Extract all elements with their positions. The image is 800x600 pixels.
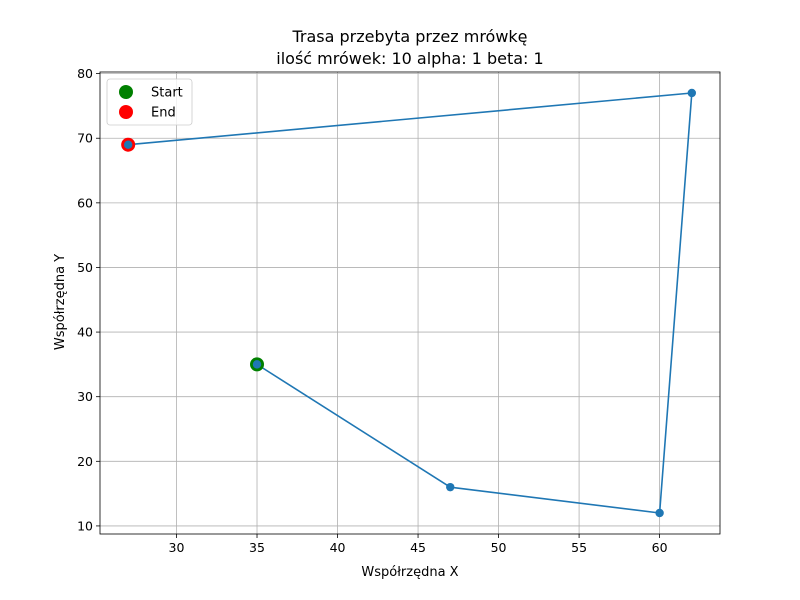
route-point: [252, 360, 262, 369]
y-tick-label: 10: [77, 518, 93, 533]
legend-end-marker: [119, 105, 133, 119]
legend-end-label: End: [151, 106, 176, 121]
x-tick-label: 60: [652, 540, 668, 555]
chart-title-line-2: ilość mrówek: 10 alpha: 1 beta: 1: [276, 49, 543, 68]
route-point: [446, 482, 455, 492]
x-tick-label: 35: [249, 540, 265, 555]
legend-start-label: Start: [151, 86, 183, 101]
y-tick-label: 60: [77, 195, 93, 210]
x-tick-label: 30: [169, 540, 185, 555]
x-tick-label: 55: [571, 540, 587, 555]
y-tick-label: 20: [77, 454, 93, 469]
x-tick-label: 45: [410, 540, 426, 555]
axes-frame: [99, 71, 721, 535]
x-tick-label: 40: [330, 540, 346, 555]
route-point: [655, 508, 664, 518]
y-tick-label: 40: [77, 325, 93, 340]
y-axis-label: Współrzędna Y: [53, 254, 68, 350]
route-point: [687, 88, 697, 98]
y-tick-label: 30: [77, 389, 93, 404]
plot-area: [100, 72, 720, 534]
x-axis-label: Współrzędna X: [361, 565, 458, 580]
chart-title-line-1: Trasa przebyta przez mrówkę: [291, 27, 527, 46]
route-point: [123, 140, 133, 149]
x-tick-label: 50: [491, 540, 507, 555]
y-tick-label: 80: [77, 66, 93, 81]
legend-start-marker: [119, 85, 133, 99]
y-tick-label: 50: [77, 260, 93, 275]
y-tick-label: 70: [77, 131, 93, 146]
